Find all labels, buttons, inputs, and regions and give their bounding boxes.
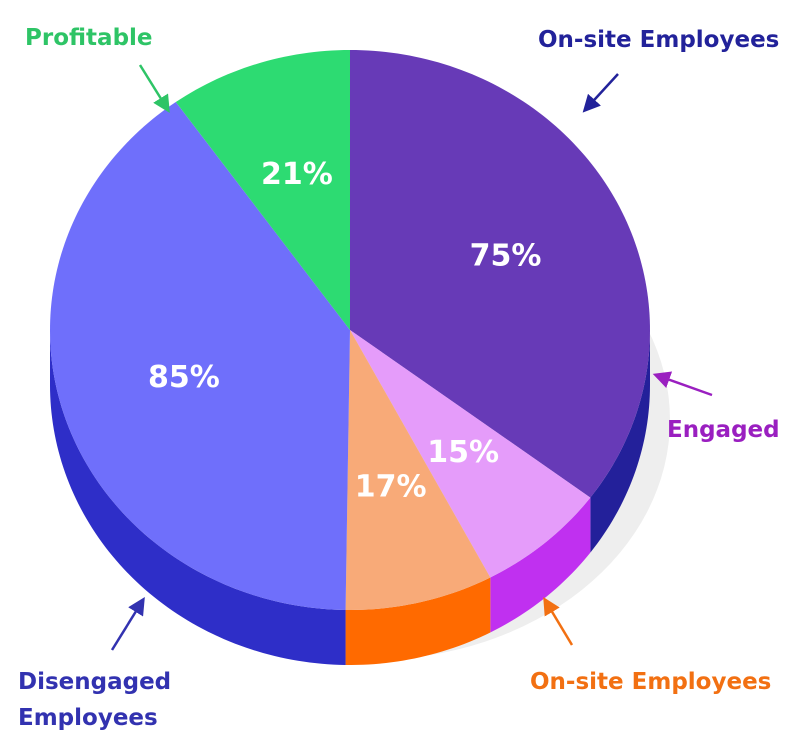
slice-side — [490, 497, 591, 633]
arrow — [652, 371, 713, 397]
category-label: Engaged — [667, 417, 780, 443]
value-label: 75% — [470, 239, 542, 274]
category-label: Disengaged Employees — [18, 669, 172, 731]
slice-side — [590, 330, 650, 553]
arrow — [110, 597, 145, 651]
category-label: On-site Employees — [530, 669, 772, 695]
arrows — [110, 64, 713, 651]
value-label: 15% — [427, 435, 499, 470]
slice — [175, 50, 350, 330]
category-label: Profitable — [25, 25, 153, 51]
slice — [345, 330, 491, 610]
category-label: On-site Employees — [538, 27, 780, 53]
slice — [50, 102, 351, 610]
pie-sides — [50, 330, 650, 665]
arrow — [138, 64, 170, 113]
pie-tops: 75% 15%17% 85% 21% — [50, 50, 650, 610]
slice-side — [50, 330, 346, 665]
arrow — [582, 73, 619, 113]
slice — [350, 50, 650, 498]
arrow — [543, 596, 574, 646]
slice-side — [345, 577, 491, 665]
value-label: 85% — [148, 360, 220, 395]
slice — [350, 330, 591, 578]
value-label: 17% — [355, 469, 427, 504]
value-label: 21% — [261, 157, 333, 192]
